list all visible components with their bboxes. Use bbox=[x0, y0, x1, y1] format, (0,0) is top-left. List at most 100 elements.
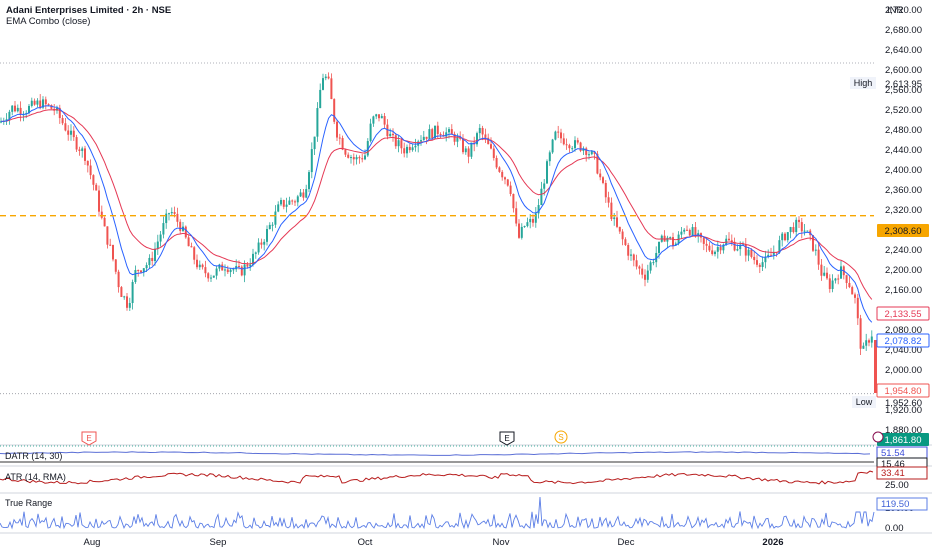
candle-body bbox=[870, 336, 873, 343]
hline-value: 2,308.60 bbox=[885, 226, 922, 237]
high-marker: High 2,613.95 bbox=[850, 77, 922, 90]
candle-body bbox=[859, 318, 862, 349]
tr-pane-label[interactable]: True Range bbox=[5, 498, 53, 508]
candle-body bbox=[84, 148, 86, 161]
candle-body bbox=[590, 151, 593, 155]
candle-body bbox=[652, 262, 655, 264]
candle-body bbox=[854, 294, 856, 298]
candle-body bbox=[728, 238, 730, 241]
candle-body bbox=[736, 249, 739, 251]
datr-pane-label[interactable]: DATR (14, 30) bbox=[5, 451, 63, 461]
pane-marker-icon[interactable] bbox=[872, 431, 884, 443]
candle-body bbox=[733, 241, 736, 251]
candle-body bbox=[403, 148, 406, 154]
candle-body bbox=[187, 237, 190, 247]
split-badge-label: S bbox=[558, 433, 563, 442]
candle-body bbox=[828, 278, 831, 289]
tr-axis-zero: 0.00 bbox=[885, 523, 904, 534]
candle-body bbox=[14, 105, 16, 112]
candle-body bbox=[361, 158, 364, 160]
candle-body bbox=[638, 266, 641, 269]
price-tick-label: 2,480.00 bbox=[885, 125, 922, 136]
candle-body bbox=[218, 264, 221, 269]
candle-body bbox=[134, 270, 137, 283]
candle-body bbox=[95, 184, 98, 191]
candle-body bbox=[383, 116, 386, 125]
candle-body bbox=[70, 130, 72, 135]
candle-body bbox=[764, 256, 767, 263]
candle-body bbox=[249, 264, 252, 267]
candle-body bbox=[106, 226, 109, 245]
currency-label: INR bbox=[887, 5, 904, 16]
atr-pane-label[interactable]: ATR (14, RMA) bbox=[5, 472, 66, 482]
candle-body bbox=[243, 264, 246, 276]
candle-body bbox=[190, 246, 193, 248]
split-badge[interactable]: S bbox=[554, 430, 568, 444]
low-value: 1,952.60 bbox=[885, 398, 922, 409]
candle-body bbox=[770, 254, 772, 256]
candle-body bbox=[756, 260, 758, 265]
price-tick-label: 2,240.00 bbox=[885, 245, 922, 256]
candle-body bbox=[165, 213, 168, 224]
candle-body bbox=[669, 237, 672, 239]
candle-body bbox=[364, 155, 366, 160]
candle-body bbox=[254, 252, 257, 254]
candle-body bbox=[394, 135, 397, 147]
time-tick-label: Aug bbox=[84, 537, 101, 548]
time-tick-label: 2026 bbox=[762, 537, 783, 548]
candle-body bbox=[820, 264, 823, 276]
candle-body bbox=[534, 213, 537, 223]
candle-body bbox=[557, 131, 560, 133]
candle-body bbox=[798, 219, 800, 223]
candle-body bbox=[78, 149, 81, 151]
candle-body bbox=[274, 211, 277, 225]
candle-body bbox=[747, 249, 750, 256]
candle-body bbox=[428, 129, 431, 139]
candle-body bbox=[369, 123, 372, 142]
candle-body bbox=[126, 296, 128, 308]
hline-price-tag[interactable]: 2,308.60 bbox=[877, 224, 929, 237]
candle-body bbox=[179, 221, 182, 231]
candle-body bbox=[520, 226, 523, 238]
candle-body bbox=[330, 78, 333, 100]
candle-body bbox=[210, 277, 212, 279]
price-tick-label: 2,520.00 bbox=[885, 105, 922, 116]
indicator-legend[interactable]: EMA Combo (close) bbox=[6, 16, 91, 27]
candle-body bbox=[450, 129, 453, 134]
candle-body bbox=[711, 250, 714, 255]
candle-body bbox=[826, 272, 828, 279]
earnings-badge-nov[interactable]: E bbox=[499, 431, 515, 446]
candle-body bbox=[50, 104, 53, 109]
candle-body bbox=[529, 218, 532, 223]
last-low-price-tag: 1,954.80 bbox=[876, 383, 930, 398]
candle-body bbox=[579, 142, 582, 151]
candle-body bbox=[184, 226, 187, 238]
candle-body bbox=[800, 222, 803, 232]
candle-body bbox=[604, 182, 607, 198]
candle-body bbox=[0, 121, 2, 123]
candle-body bbox=[193, 247, 196, 260]
candle-body bbox=[28, 105, 30, 114]
price-axis[interactable]: 2,720.00 2,680.00 2,640.00 2,600.00 2,560.00… bbox=[885, 5, 922, 436]
low-label: Low bbox=[856, 397, 873, 407]
time-axis[interactable]: Aug Sep Oct Nov Dec 2026 bbox=[84, 537, 784, 548]
symbol-title[interactable]: Adani Enterprises Limited · 2h · NSE bbox=[6, 5, 172, 16]
candle-body bbox=[705, 243, 708, 246]
candle-body bbox=[814, 249, 817, 251]
candle-body bbox=[319, 89, 322, 109]
candle-body bbox=[61, 118, 64, 124]
candle-body bbox=[277, 204, 280, 212]
earnings-badge-label: E bbox=[504, 434, 509, 443]
candle-body bbox=[400, 140, 403, 149]
earnings-badge-aug[interactable]: E bbox=[81, 431, 97, 446]
atr-value-tag: 33.41 25.00 bbox=[876, 466, 928, 491]
candle-body bbox=[39, 100, 42, 108]
candle-body bbox=[506, 179, 509, 186]
candle-body bbox=[613, 217, 616, 220]
candle-body bbox=[268, 224, 271, 230]
candle-body bbox=[196, 259, 198, 268]
candle-body bbox=[856, 297, 859, 319]
candle-body bbox=[484, 134, 487, 138]
candle-body bbox=[495, 157, 498, 168]
